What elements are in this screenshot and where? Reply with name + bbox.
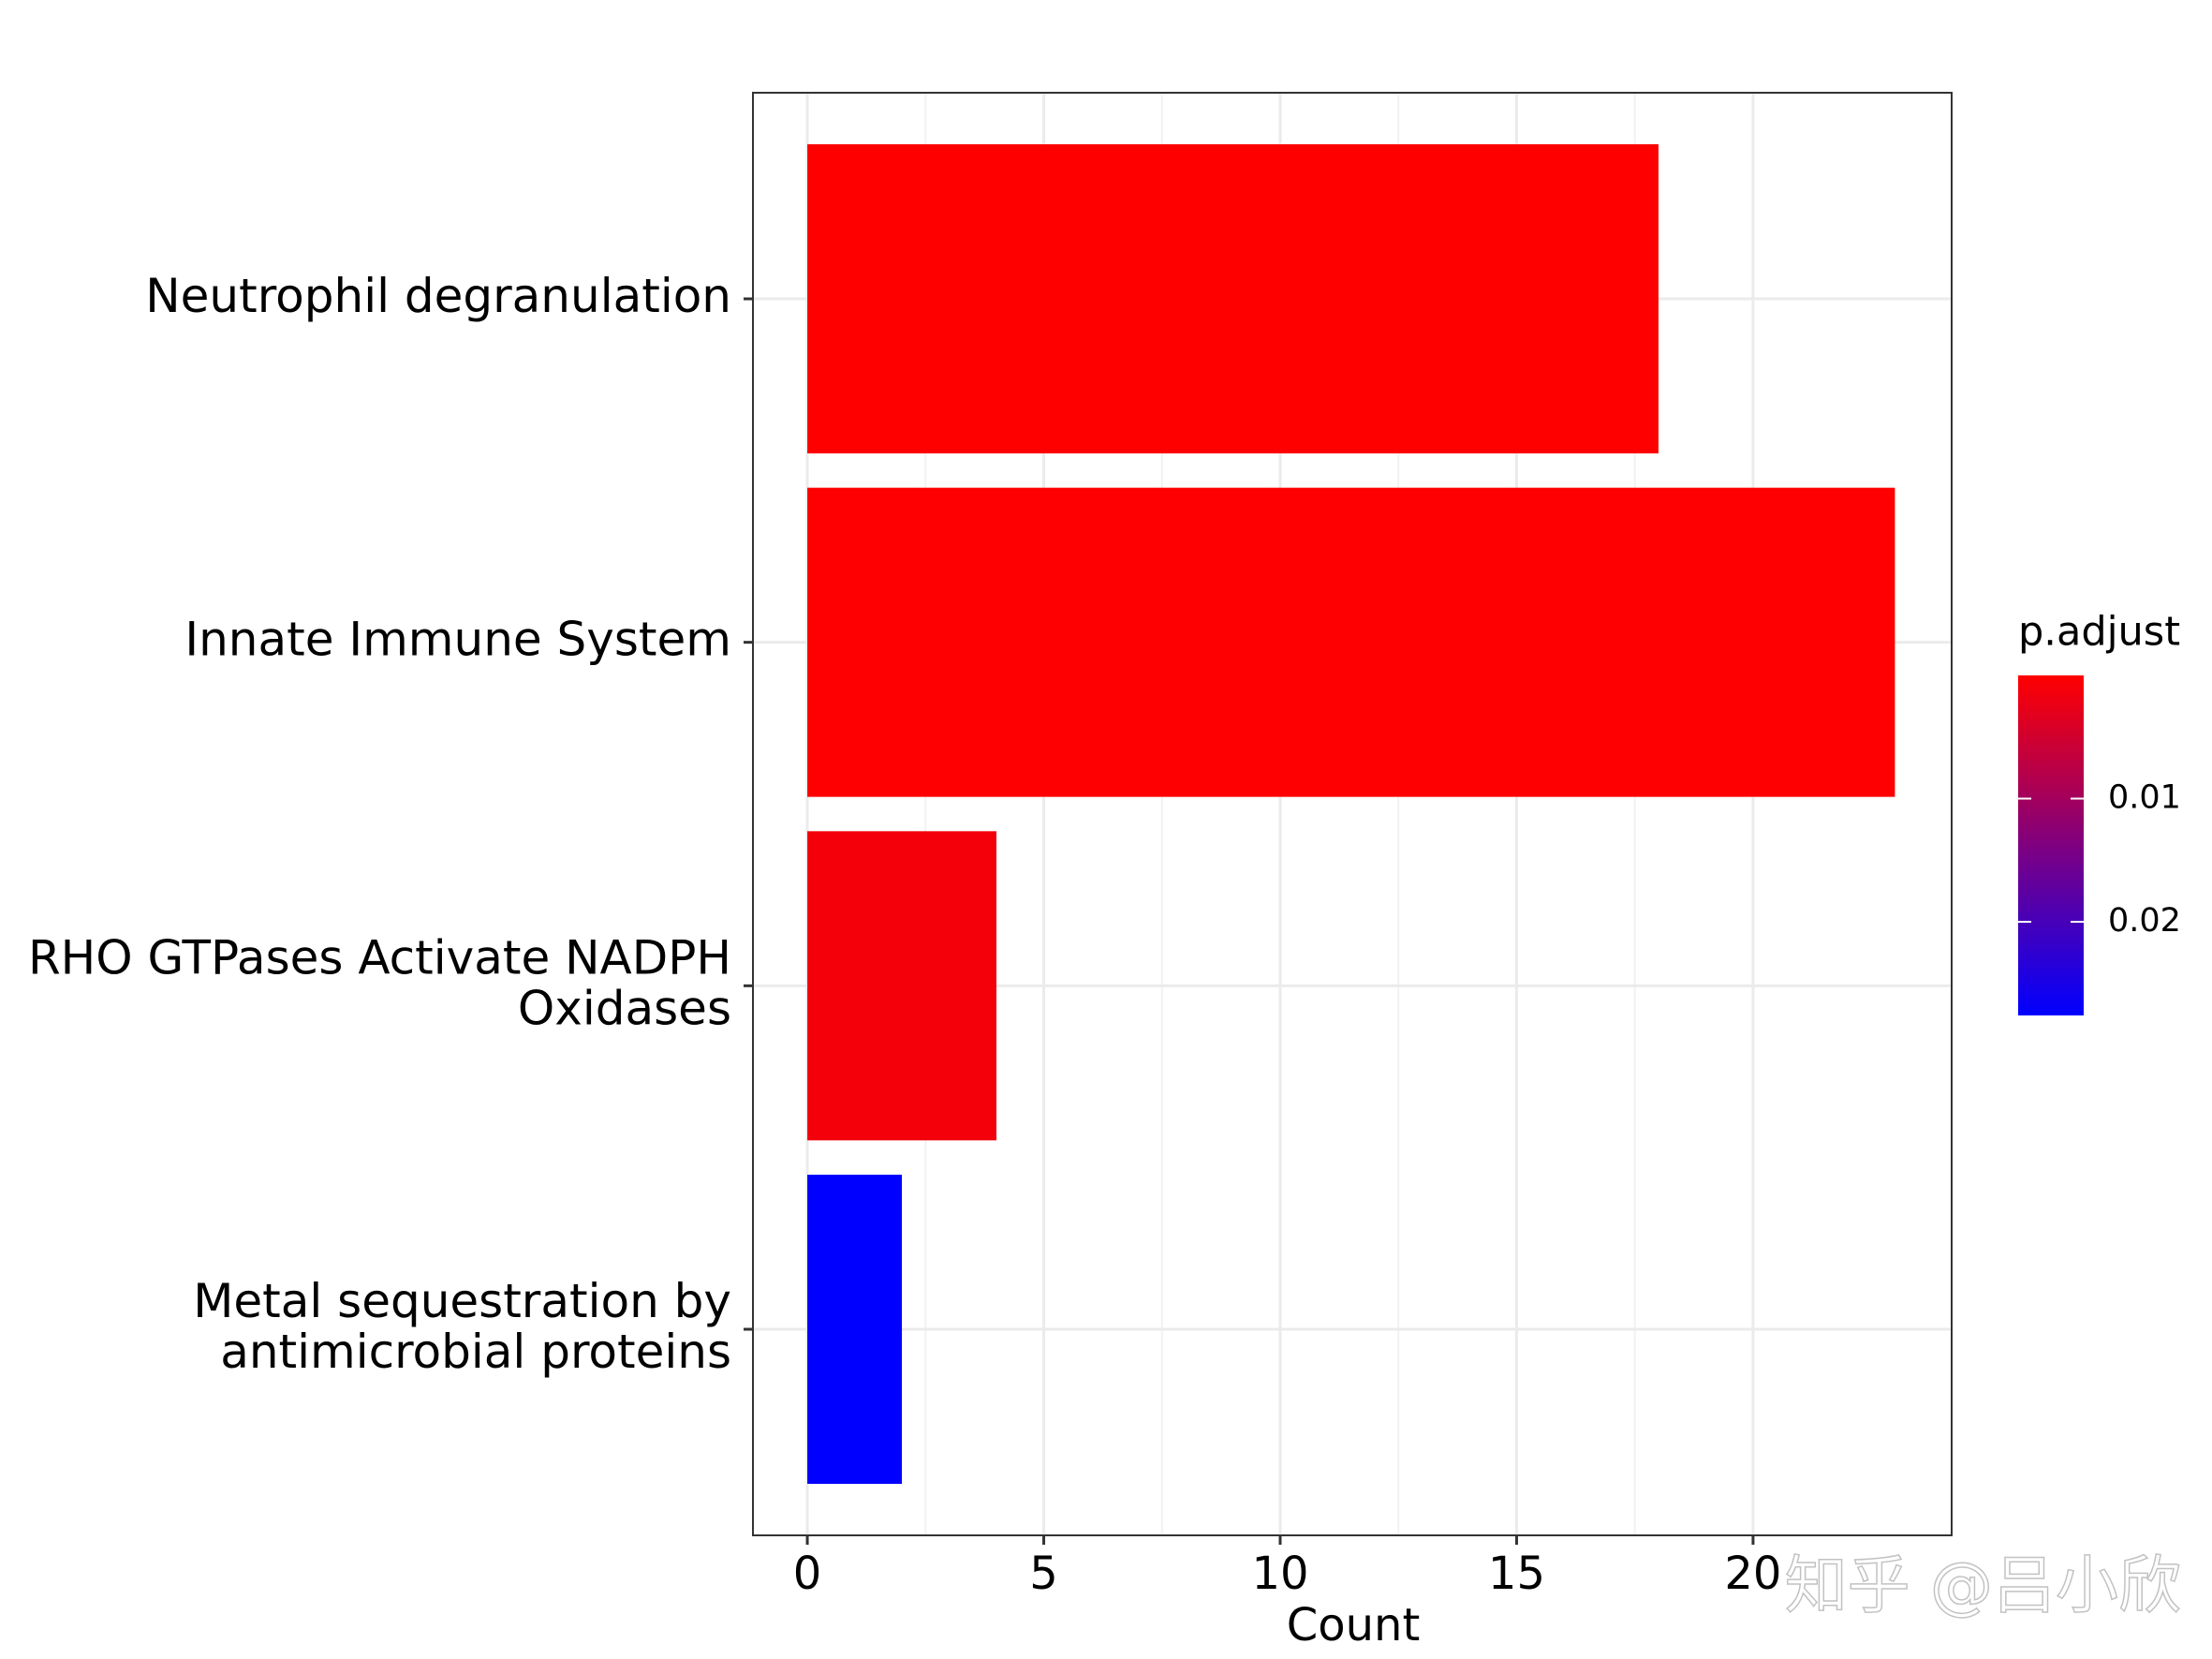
colorbar-tick-label: 0.01	[2108, 779, 2181, 817]
bar	[807, 144, 1659, 453]
bar	[807, 1175, 903, 1484]
x-tick-label: 15	[1488, 1548, 1545, 1600]
bar	[807, 831, 997, 1141]
watermark: 知乎 @吕小欣	[1785, 1549, 2181, 1622]
x-tick-label: 0	[793, 1548, 822, 1600]
y-tick-label: Neutrophil degranulation	[145, 269, 731, 323]
y-tick-label: Metal sequestration by antimicrobial prot…	[193, 1274, 731, 1379]
bar	[807, 487, 1895, 797]
colorbar-tick-label: 0.02	[2108, 902, 2181, 940]
legend-title: p.adjust	[2018, 609, 2180, 656]
panel-border	[752, 92, 1953, 1536]
x-tick-label: 10	[1251, 1548, 1308, 1600]
x-axis-title: Count	[1287, 1599, 1421, 1652]
x-tick-label: 20	[1724, 1548, 1781, 1600]
colorbar	[2018, 675, 2084, 1015]
y-tick-label: RHO GTPases Activate NADPH Oxidases	[28, 930, 731, 1035]
x-tick-label: 5	[1029, 1548, 1058, 1600]
y-tick-label: Innate Immune System	[184, 612, 731, 666]
